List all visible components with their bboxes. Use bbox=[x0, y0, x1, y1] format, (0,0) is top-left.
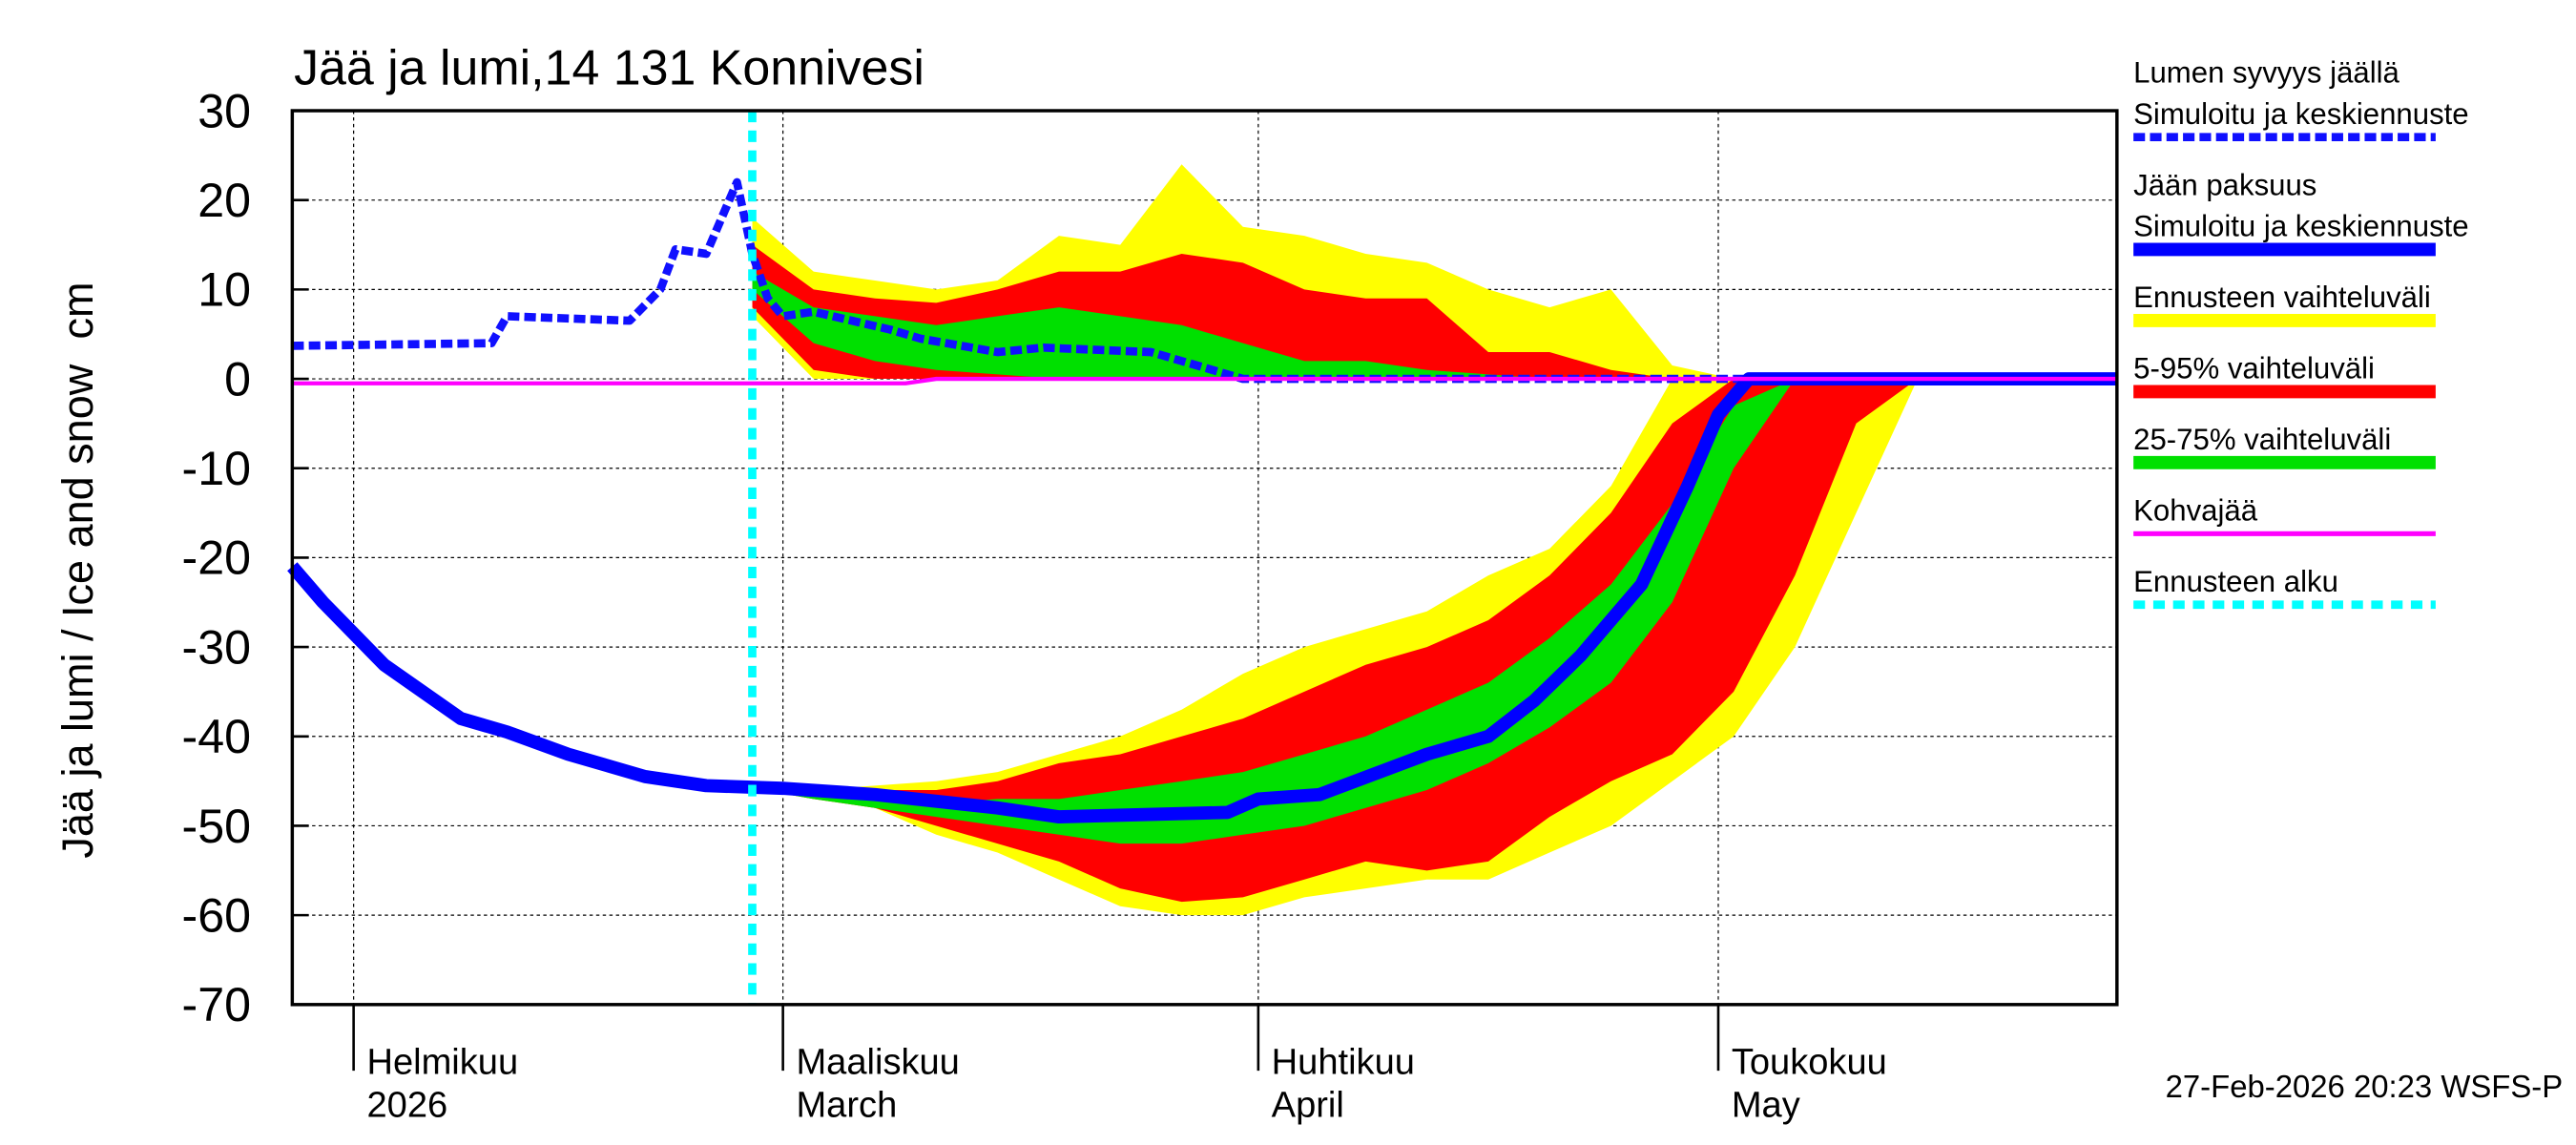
y-tick-label: -60 bbox=[182, 888, 252, 942]
chart-title: Jää ja lumi,14 131 Konnivesi bbox=[294, 40, 924, 95]
x-tick-label: Huhtikuu bbox=[1272, 1043, 1415, 1083]
legend-label: Lumen syvyys jäällä bbox=[2133, 56, 2399, 90]
x-tick-label: April bbox=[1272, 1086, 1344, 1126]
y-tick-label: -70 bbox=[182, 978, 252, 1031]
legend-label: Kohvajää bbox=[2133, 493, 2258, 527]
y-tick-label: -30 bbox=[182, 620, 252, 674]
x-tick-label: Maaliskuu bbox=[796, 1043, 959, 1083]
y-axis-label: Jää ja lumi / Ice and snow bbox=[53, 364, 102, 858]
series-line bbox=[292, 376, 2117, 385]
y-tick-label: -10 bbox=[182, 442, 252, 495]
y-tick-label: -50 bbox=[182, 800, 252, 853]
ice-band bbox=[752, 379, 1918, 844]
y-tick-label: -20 bbox=[182, 531, 252, 585]
y-tick-label: -40 bbox=[182, 710, 252, 763]
x-tick-label: May bbox=[1732, 1086, 1800, 1126]
y-tick-label: 20 bbox=[197, 174, 251, 227]
legend-label: Jään paksuus bbox=[2133, 168, 2316, 201]
y-axis-unit: cm bbox=[53, 282, 102, 340]
legend-label: Ennusteen alku bbox=[2133, 565, 2338, 598]
legend-label: Simuloitu ja keskiennuste bbox=[2133, 210, 2468, 243]
x-tick-label: March bbox=[796, 1086, 897, 1126]
x-tick-label: Toukokuu bbox=[1732, 1043, 1887, 1083]
snow-band bbox=[752, 271, 1918, 380]
legend-label: 25-75% vaihteluväli bbox=[2133, 423, 2391, 456]
legend-label: 5-95% vaihteluväli bbox=[2133, 352, 2375, 385]
timestamp: 27-Feb-2026 20:23 WSFS-P bbox=[2166, 1069, 2564, 1104]
series-line bbox=[292, 177, 2117, 384]
legend-label: Ennusteen vaihteluväli bbox=[2133, 281, 2431, 314]
legend-label: Simuloitu ja keskiennuste bbox=[2133, 97, 2468, 131]
x-tick-label: Helmikuu bbox=[366, 1043, 518, 1083]
series-line bbox=[287, 372, 2117, 824]
y-tick-label: 0 bbox=[224, 352, 251, 406]
y-tick-label: 30 bbox=[197, 84, 251, 137]
y-tick-label: 10 bbox=[197, 263, 251, 317]
x-tick-label: 2026 bbox=[366, 1086, 447, 1126]
plot-frame bbox=[290, 109, 2119, 1007]
ice-band bbox=[752, 379, 1918, 903]
